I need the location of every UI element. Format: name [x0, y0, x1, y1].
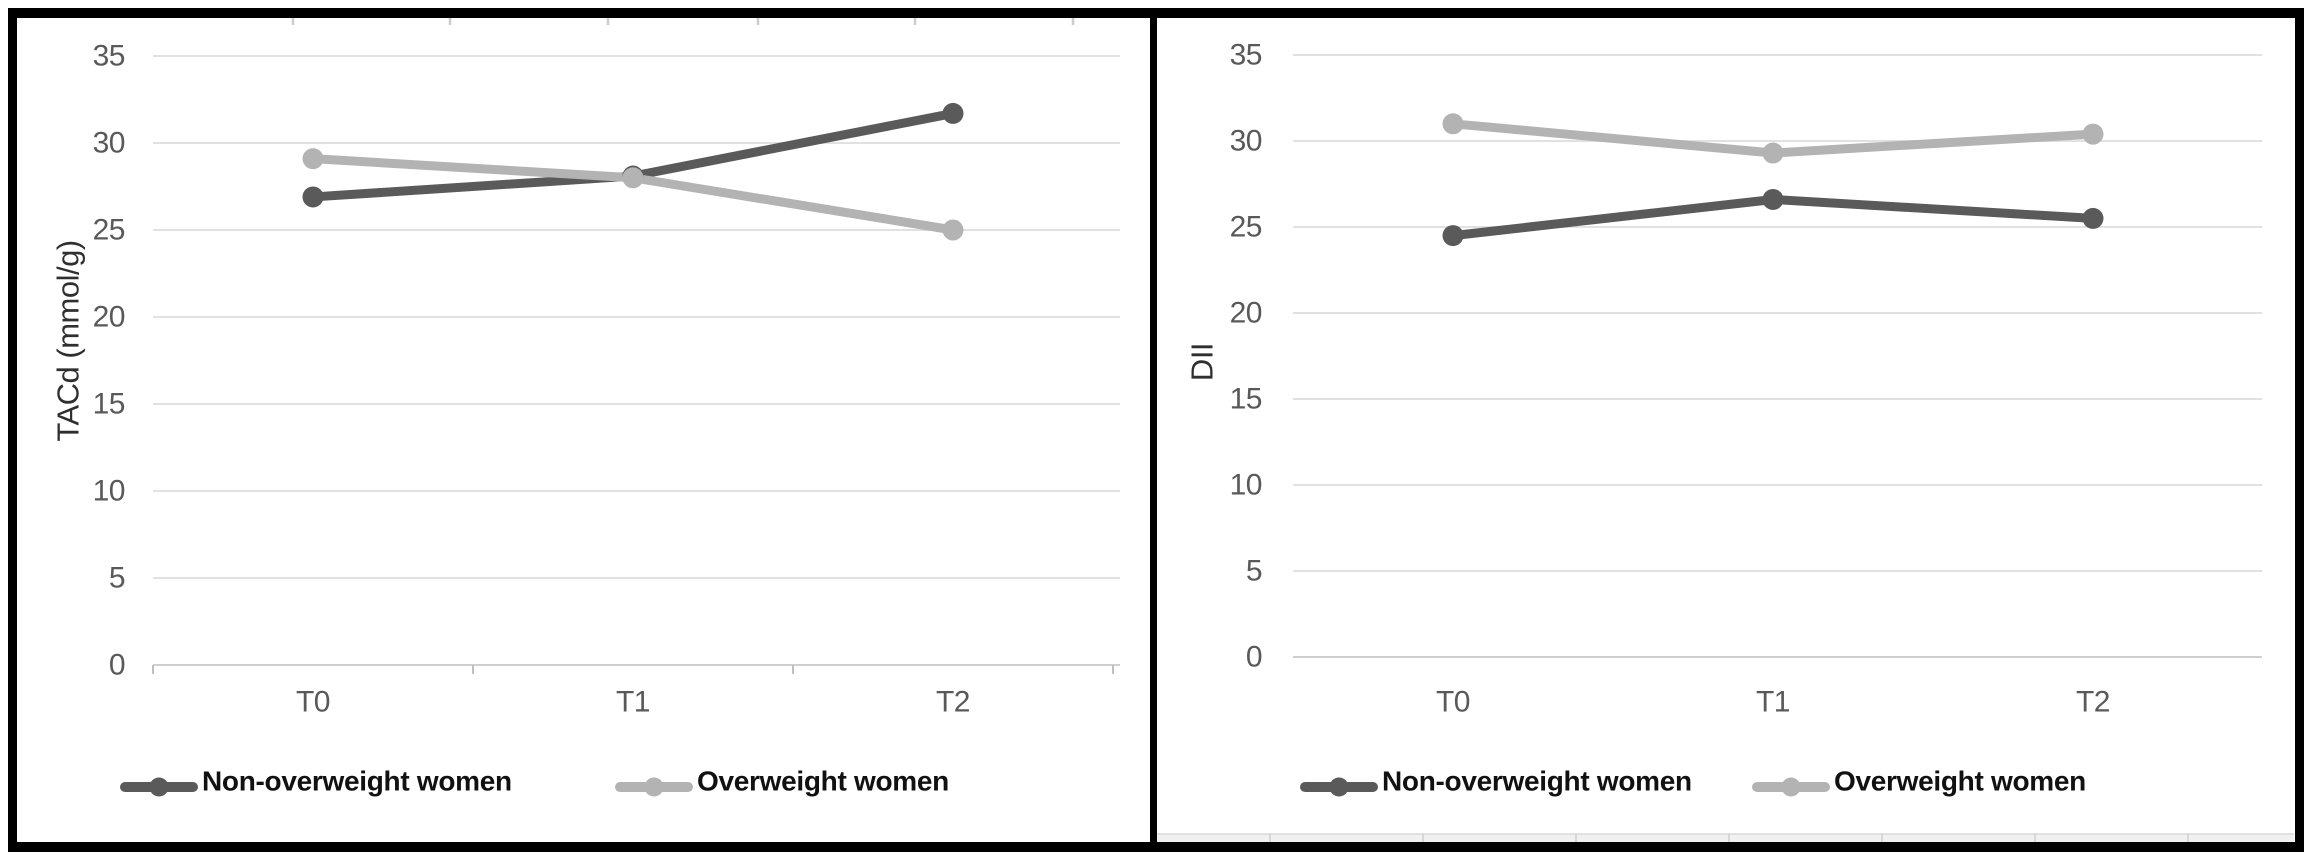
data-point-marker — [2082, 123, 2104, 145]
y-tick-label: 25 — [93, 214, 125, 247]
legend-label: Overweight women — [697, 766, 949, 797]
x-tick-label: T2 — [936, 686, 970, 719]
spreadsheet-row-sliver — [1157, 834, 2294, 842]
y-tick-label: 5 — [1246, 555, 1262, 588]
y-tick-label: 10 — [1230, 469, 1262, 502]
y-tick-label: 30 — [93, 127, 125, 160]
y-tick-label: 25 — [1230, 211, 1262, 244]
legend-label: Overweight women — [1834, 766, 2086, 797]
data-point-marker — [942, 102, 964, 124]
legend-label: Non-overweight women — [202, 766, 512, 797]
panel-divider — [1150, 8, 1157, 852]
y-tick-label: 15 — [93, 388, 125, 421]
y-axis-title: DII — [1185, 343, 1220, 381]
y-tick-label: 0 — [109, 649, 125, 682]
legend-marker — [1329, 777, 1349, 797]
data-point-marker — [2082, 207, 2104, 229]
y-tick-label: 20 — [93, 301, 125, 334]
y-tick-label: 35 — [93, 40, 125, 73]
y-tick-label: 0 — [1246, 641, 1262, 674]
y-axis-title: TACd (mmol/g) — [51, 240, 86, 441]
x-tick-label: T1 — [616, 686, 650, 719]
x-tick-label: T2 — [2076, 686, 2110, 719]
y-tick-label: 20 — [1230, 297, 1262, 330]
figure-border-left — [8, 8, 17, 852]
data-point-marker — [1442, 225, 1464, 247]
figure-border-right — [2295, 8, 2304, 852]
legend-marker — [1781, 777, 1801, 797]
y-tick-label: 15 — [1230, 383, 1262, 416]
data-point-marker — [942, 219, 964, 241]
legend-label: Non-overweight women — [1382, 766, 1692, 797]
y-tick-label: 35 — [1230, 39, 1262, 72]
data-point-marker — [1762, 188, 1784, 210]
y-tick-label: 10 — [93, 475, 125, 508]
data-point-marker — [302, 148, 324, 170]
y-tick-label: 5 — [109, 562, 125, 595]
legend-marker — [149, 777, 169, 797]
legend-marker — [644, 777, 664, 797]
chart-dii: 0 5 10 15 20 25 30 35 DII T0 T1 T2 Non-overweight wo… — [1157, 39, 2294, 842]
y-tick-label: 30 — [1230, 125, 1262, 158]
data-point-marker — [302, 186, 324, 208]
x-tick-label: T0 — [296, 686, 330, 719]
x-tick-label: T0 — [1436, 686, 1470, 719]
data-point-marker — [1442, 113, 1464, 135]
chart-tacd: 0 5 10 15 20 25 30 35 TACd (mmol/g) T0 T1 T2 Non-ove… — [51, 18, 1120, 797]
data-point-marker — [622, 167, 644, 189]
x-tick-label: T1 — [1756, 686, 1790, 719]
data-point-marker — [1762, 142, 1784, 164]
